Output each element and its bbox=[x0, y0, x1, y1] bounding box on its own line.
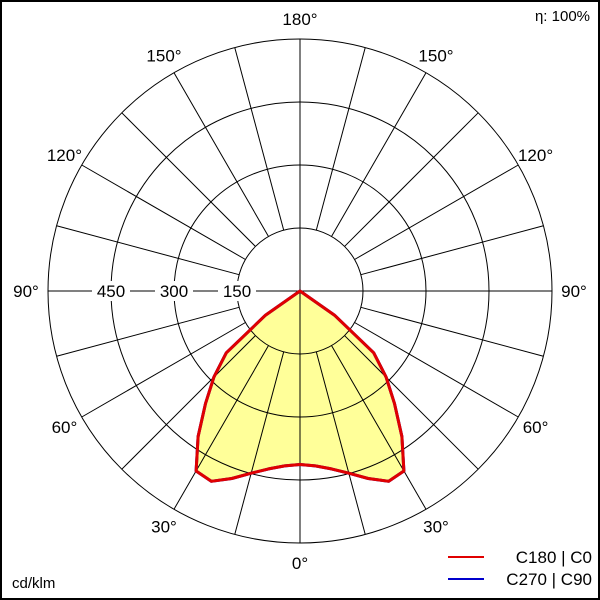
series-curve-1 bbox=[194, 289, 406, 483]
grid-spoke bbox=[81, 322, 246, 418]
angle-label: 60° bbox=[523, 418, 549, 437]
radial-tick-label: 300 bbox=[160, 282, 188, 301]
radial-tick-label: 150 bbox=[223, 282, 251, 301]
tick-label-bg bbox=[218, 281, 256, 301]
grid-spoke bbox=[234, 47, 285, 231]
angle-label: 90° bbox=[561, 282, 587, 301]
grid-spoke bbox=[56, 225, 240, 276]
grid-spoke bbox=[331, 345, 427, 510]
grid-spoke bbox=[354, 322, 519, 418]
grid-spoke bbox=[331, 72, 427, 237]
grid-spoke bbox=[121, 112, 256, 247]
grid-spoke bbox=[173, 345, 269, 510]
grid-spoke bbox=[173, 72, 269, 237]
grid-spoke bbox=[354, 164, 519, 260]
grid-spoke bbox=[360, 306, 544, 357]
radial-tick-label: 450 bbox=[97, 282, 125, 301]
grid-spoke bbox=[81, 164, 246, 260]
angle-label: 120° bbox=[47, 146, 82, 165]
grid-spoke bbox=[315, 351, 366, 535]
grid-spoke bbox=[56, 306, 240, 357]
grid-spoke bbox=[315, 47, 366, 231]
grid-spoke bbox=[344, 335, 479, 470]
tick-label-bg bbox=[92, 281, 130, 301]
grid-spoke bbox=[344, 112, 479, 247]
efficiency-label: η: 100% bbox=[534, 8, 590, 25]
grid-spoke bbox=[360, 225, 544, 276]
angle-label: 120° bbox=[518, 146, 553, 165]
angle-label: 30° bbox=[423, 518, 449, 537]
legend-label: C270 | C90 bbox=[506, 570, 592, 589]
angle-label: 150° bbox=[418, 46, 453, 65]
angle-label: 30° bbox=[151, 518, 177, 537]
tick-label-bg bbox=[155, 281, 193, 301]
angle-label: 60° bbox=[52, 418, 78, 437]
angle-label: 180° bbox=[282, 10, 317, 29]
grid-spoke bbox=[121, 335, 256, 470]
angle-label: 90° bbox=[13, 282, 39, 301]
angle-label: 150° bbox=[146, 46, 181, 65]
grid-spoke bbox=[234, 351, 285, 535]
unit-label: cd/klm bbox=[12, 575, 56, 592]
angle-label: 0° bbox=[292, 554, 308, 573]
legend-label: C180 | C0 bbox=[516, 548, 592, 567]
